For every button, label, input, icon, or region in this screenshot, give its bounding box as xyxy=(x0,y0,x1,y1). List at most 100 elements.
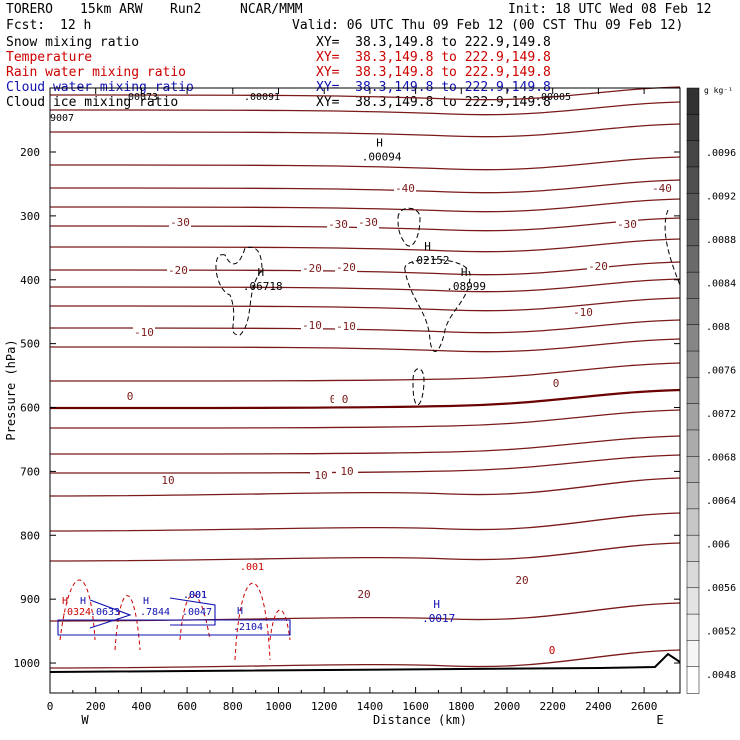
cloud-water-label: .001 xyxy=(183,590,207,601)
colorbar-units: g kg⁻¹ xyxy=(704,86,733,95)
cloud-label: .0633 xyxy=(90,607,120,618)
colorbar-cell xyxy=(686,429,700,458)
colorbar-cell xyxy=(686,613,700,642)
y-tick-label: 1000 xyxy=(14,657,41,670)
x-tick-label: 600 xyxy=(177,700,197,713)
colorbar-cell xyxy=(686,403,700,431)
isotherm xyxy=(49,388,681,410)
temperature-label-bg xyxy=(327,219,349,231)
temperature-label-bg xyxy=(119,391,141,403)
colorbar-cell xyxy=(686,114,700,142)
isotherm xyxy=(49,278,681,293)
init-time: Init: 18 UTC Wed 08 Feb 12 xyxy=(508,2,712,17)
legend-snow: Snow mixing ratio xyxy=(6,35,140,50)
extremum-mark: H xyxy=(461,266,468,279)
y-tick-label: 200 xyxy=(20,146,40,159)
top-level-label: .00091 xyxy=(244,92,280,103)
colorbar-label: .0048 xyxy=(706,670,736,681)
temperature-label-bg xyxy=(334,394,356,406)
top-level-label: .00073 xyxy=(122,92,158,103)
model-org: NCAR/MMM xyxy=(240,2,303,17)
x-axis-label: Distance (km) xyxy=(373,713,467,727)
colorbar-label: .0068 xyxy=(706,453,736,464)
temperature-label: 10 xyxy=(340,465,353,478)
colorbar-label: .0052 xyxy=(706,627,736,638)
isotherm xyxy=(49,238,681,253)
colorbar-cell xyxy=(686,350,700,379)
contour-layer xyxy=(49,86,681,673)
x-tick-label: 200 xyxy=(86,700,106,713)
colorbar-cell xyxy=(686,166,700,194)
temperature-label: 10 xyxy=(161,474,174,487)
temperature-label: -40 xyxy=(395,182,415,195)
x-tick-label: 2200 xyxy=(539,700,566,713)
valid-time: Valid: 06 UTC Thu 09 Feb 12 (00 CST Thu … xyxy=(292,18,684,33)
temperature-label-bg xyxy=(353,589,375,601)
isotherm xyxy=(49,409,681,429)
isotherm xyxy=(49,156,681,171)
legend-cloud-ice: Cloud ice mixing ratio xyxy=(6,95,179,110)
x-tick-label: 2600 xyxy=(631,700,658,713)
snow-contour xyxy=(404,258,471,352)
top-level-label: 9007 xyxy=(50,113,74,124)
temperature-label: -20 xyxy=(302,262,322,275)
temperature-label: -20 xyxy=(588,260,608,273)
y-tick-label: 300 xyxy=(20,210,40,223)
temperature-label-bg xyxy=(545,378,567,390)
legend-temperature: Temperature xyxy=(6,50,93,65)
colorbar-cell xyxy=(686,561,700,589)
temperature-label: -10 xyxy=(302,319,322,332)
colorbar-cell xyxy=(686,534,700,563)
temperature-label: -40 xyxy=(652,182,672,195)
temperature-label-bg xyxy=(133,327,155,339)
extremum-value: .00094 xyxy=(362,151,402,164)
temperature-label: -30 xyxy=(358,216,378,229)
temperature-label: -30 xyxy=(617,218,637,231)
colorbar-cell xyxy=(686,271,700,300)
cloud-extremum-mark: H xyxy=(143,596,149,607)
isotherm xyxy=(49,86,681,101)
temperature-label: -30 xyxy=(170,216,190,229)
label-layer: -40 -40 -30 -30 -30 -30 -20 -20 -20 -20 -10 -10 -10 -… xyxy=(50,92,673,657)
cloud-extremum-mark: H xyxy=(80,596,86,607)
legend-rain-xy: XY= 38.3,149.8 to 222.9,149.8 xyxy=(316,65,551,80)
colorbar-label: .0096 xyxy=(706,148,736,159)
isotherm xyxy=(49,217,681,232)
colorbar-cell xyxy=(686,245,700,273)
x-tick-label: 1600 xyxy=(402,700,429,713)
temperature-label-bg xyxy=(335,321,357,333)
isotherm xyxy=(49,477,681,497)
temperature-label: -10 xyxy=(134,326,154,339)
temperature-label-bg xyxy=(301,263,323,275)
west-label: W xyxy=(81,713,89,727)
temperature-label-bg xyxy=(587,261,609,273)
colorbar-cell xyxy=(686,140,700,168)
isotherm xyxy=(49,649,681,669)
axes-layer: 0 200 400 600 800 1000 1200 1400 1600 1800 2000 220… xyxy=(4,88,680,727)
temperature-label: 0 xyxy=(342,393,349,406)
top-level-label: .00005 xyxy=(535,92,571,103)
model-run: Run2 xyxy=(170,2,202,17)
cloud-extremum-mark: H xyxy=(237,606,243,617)
colorbar-cell xyxy=(686,640,700,668)
extremum-value: .06718 xyxy=(243,280,283,293)
colorbar-cell xyxy=(686,587,700,615)
temperature-label-bg xyxy=(335,262,357,274)
model-name: TORERO xyxy=(6,2,53,17)
extremum-mark: H xyxy=(257,266,264,279)
isotherm xyxy=(49,542,681,562)
legend-rain: Rain water mixing ratio xyxy=(6,65,187,80)
isotherm xyxy=(49,454,681,474)
temperature-label: 10 xyxy=(314,469,327,482)
ice-contour xyxy=(397,207,421,247)
colorbar-cell xyxy=(686,482,700,510)
plot-frame xyxy=(49,87,681,694)
isotherm xyxy=(49,297,681,312)
extremum-mark: H xyxy=(433,598,440,611)
colorbar-label: .008 xyxy=(706,322,730,333)
temperature-label-bg xyxy=(301,320,323,332)
temperature-label-bg xyxy=(511,575,533,587)
temperature-label-bg xyxy=(651,183,673,195)
